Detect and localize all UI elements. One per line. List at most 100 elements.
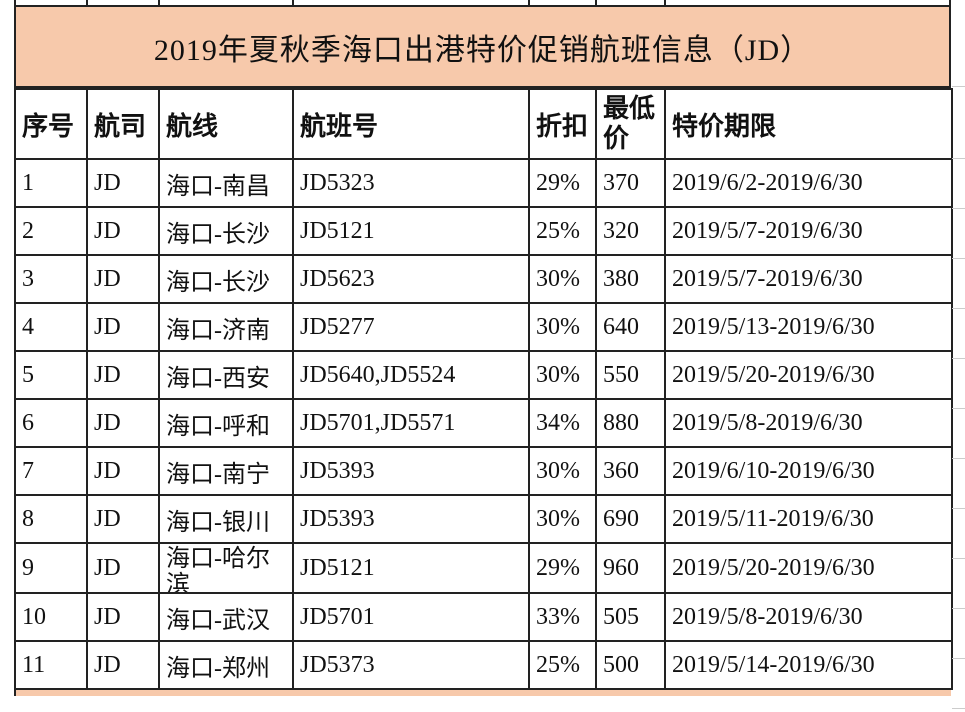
table-row: 9 JD 海口-哈尔滨 JD5121 29% 960 2019/5/20-2019/6/30 [14,542,953,594]
cell-flight[interactable]: JD5701 [292,592,530,642]
cell-period[interactable]: 2019/5/11-2019/6/30 [664,494,953,544]
cell-route[interactable]: 海口-南宁 [158,446,294,496]
cell-flight[interactable]: JD5623 [292,254,530,304]
cell-discount[interactable]: 33% [528,592,597,642]
cell-route[interactable]: 海口-武汉 [158,592,294,642]
cell-seq[interactable]: 10 [14,592,88,642]
cell-flight[interactable]: JD5121 [292,542,530,594]
cell-seq[interactable]: 6 [14,398,88,448]
cell-route[interactable]: 海口-呼和 [158,398,294,448]
cell-min-price[interactable]: 380 [595,254,666,304]
cell-discount[interactable]: 30% [528,494,597,544]
cell-discount[interactable]: 29% [528,158,597,208]
cell-route[interactable]: 海口-哈尔滨 [158,542,294,594]
table-row: 3 JD 海口-长沙 JD5623 30% 380 2019/5/7-2019/6/30 [14,254,953,304]
cell-period[interactable]: 2019/6/2-2019/6/30 [664,158,953,208]
cell-min-price[interactable]: 960 [595,542,666,594]
spreadsheet: 2019年夏秋季海口出港特价促销航班信息（JD） 序号 航司 航线 航班号 折扣… [14,0,953,696]
cell-period[interactable]: 2019/5/20-2019/6/30 [664,542,953,594]
cell-route[interactable]: 海口-长沙 [158,254,294,304]
cell-airline[interactable]: JD [86,494,160,544]
cell-period[interactable]: 2019/5/8-2019/6/30 [664,398,953,448]
cell-min-price[interactable]: 640 [595,302,666,352]
cell-period[interactable]: 2019/5/20-2019/6/30 [664,350,953,400]
cell-text: 海口-哈尔滨 [166,546,270,592]
cell-route[interactable]: 海口-长沙 [158,206,294,256]
cell-route[interactable]: 海口-西安 [158,350,294,400]
gridlines [952,0,965,712]
cell-seq[interactable]: 5 [14,350,88,400]
flight-table: 序号 航司 航线 航班号 折扣 最低价 特价期限 1 JD 海口-南昌 JD5323 2… [14,88,953,690]
cell-airline[interactable]: JD [86,254,160,304]
table-row: 10 JD 海口-武汉 JD5701 33% 505 2019/5/8-2019/6/30 [14,592,953,642]
cell-route[interactable]: 海口-银川 [158,494,294,544]
header-route[interactable]: 航线 [158,88,294,160]
table-row: 8 JD 海口-银川 JD5393 30% 690 2019/5/11-2019/6/30 [14,494,953,544]
cell-min-price[interactable]: 370 [595,158,666,208]
cell-period[interactable]: 2019/5/7-2019/6/30 [664,254,953,304]
cell-airline[interactable]: JD [86,350,160,400]
cell-min-price[interactable]: 550 [595,350,666,400]
cell-seq[interactable]: 8 [14,494,88,544]
cell-discount[interactable]: 30% [528,302,597,352]
header-min-price[interactable]: 最低价 [595,88,666,160]
cell-period[interactable]: 2019/5/7-2019/6/30 [664,206,953,256]
cell-discount[interactable]: 29% [528,542,597,594]
previous-row-edge [14,0,951,7]
cell-airline[interactable]: JD [86,640,160,690]
header-flight[interactable]: 航班号 [292,88,530,160]
cell-flight[interactable]: JD5277 [292,302,530,352]
cell-flight[interactable]: JD5323 [292,158,530,208]
table-row: 2 JD 海口-长沙 JD5121 25% 320 2019/5/7-2019/6/30 [14,206,953,256]
cell-period[interactable]: 2019/6/10-2019/6/30 [664,446,953,496]
cell-flight[interactable]: JD5121 [292,206,530,256]
cell-min-price[interactable]: 690 [595,494,666,544]
cell-min-price[interactable]: 880 [595,398,666,448]
cell-seq[interactable]: 3 [14,254,88,304]
cell-period[interactable]: 2019/5/14-2019/6/30 [664,640,953,690]
cell-flight[interactable]: JD5393 [292,446,530,496]
cell-seq[interactable]: 2 [14,206,88,256]
cell-min-price[interactable]: 320 [595,206,666,256]
cell-period[interactable]: 2019/5/8-2019/6/30 [664,592,953,642]
cell-seq[interactable]: 7 [14,446,88,496]
cell-seq[interactable]: 9 [14,542,88,594]
cell-min-price[interactable]: 360 [595,446,666,496]
cell-airline[interactable]: JD [86,302,160,352]
cell-airline[interactable]: JD [86,398,160,448]
cell-route[interactable]: 海口-郑州 [158,640,294,690]
header-seq[interactable]: 序号 [14,88,88,160]
cell-seq[interactable]: 11 [14,640,88,690]
table-row: 7 JD 海口-南宁 JD5393 30% 360 2019/6/10-2019/6/30 [14,446,953,496]
cell-airline[interactable]: JD [86,592,160,642]
header-discount[interactable]: 折扣 [528,88,597,160]
header-period[interactable]: 特价期限 [664,88,953,160]
cell-airline[interactable]: JD [86,206,160,256]
cell-min-price[interactable]: 500 [595,640,666,690]
cell-airline[interactable]: JD [86,446,160,496]
table-row: 11 JD 海口-郑州 JD5373 25% 500 2019/5/14-2019/6/30 [14,640,953,690]
cell-discount[interactable]: 25% [528,640,597,690]
table-row: 4 JD 海口-济南 JD5277 30% 640 2019/5/13-2019/6/30 [14,302,953,352]
cell-flight[interactable]: JD5393 [292,494,530,544]
cell-flight[interactable]: JD5373 [292,640,530,690]
cell-min-price[interactable]: 505 [595,592,666,642]
header-row: 序号 航司 航线 航班号 折扣 最低价 特价期限 [14,88,953,160]
cell-discount[interactable]: 30% [528,254,597,304]
table-title[interactable]: 2019年夏秋季海口出港特价促销航班信息（JD） [14,7,951,88]
cell-discount[interactable]: 34% [528,398,597,448]
cell-period[interactable]: 2019/5/13-2019/6/30 [664,302,953,352]
table-row: 5 JD 海口-西安 JD5640,JD5524 30% 550 2019/5/20-201… [14,350,953,400]
cell-discount[interactable]: 30% [528,446,597,496]
header-airline[interactable]: 航司 [86,88,160,160]
cell-route[interactable]: 海口-南昌 [158,158,294,208]
cell-airline[interactable]: JD [86,158,160,208]
cell-seq[interactable]: 1 [14,158,88,208]
cell-seq[interactable]: 4 [14,302,88,352]
cell-discount[interactable]: 30% [528,350,597,400]
cell-flight[interactable]: JD5640,JD5524 [292,350,530,400]
cell-route[interactable]: 海口-济南 [158,302,294,352]
cell-flight[interactable]: JD5701,JD5571 [292,398,530,448]
cell-airline[interactable]: JD [86,542,160,594]
cell-discount[interactable]: 25% [528,206,597,256]
